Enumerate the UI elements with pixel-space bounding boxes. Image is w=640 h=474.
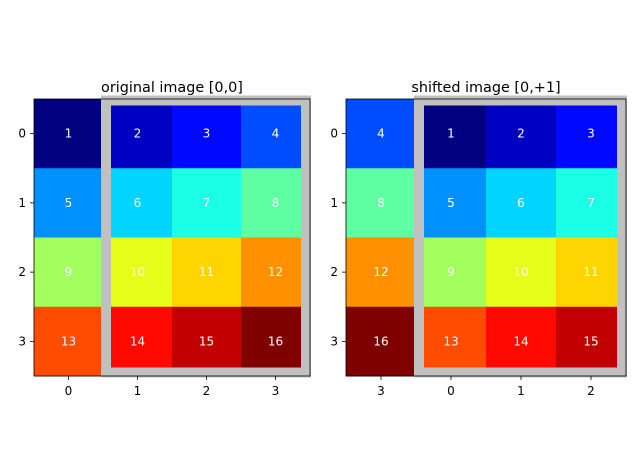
cell-value-label: 5 — [447, 196, 455, 210]
heatmap-cell — [172, 237, 242, 308]
x-tick-label: 1 — [134, 384, 142, 398]
cell-value-label: 8 — [272, 196, 280, 210]
x-tick-label: 0 — [447, 384, 455, 398]
heatmap-cell — [34, 99, 104, 169]
cell-value-label: 16 — [268, 334, 283, 348]
x-tick-label: 3 — [272, 384, 280, 398]
x-tick-label: 1 — [517, 384, 525, 398]
highlight-frame — [101, 95, 311, 378]
cell-value-label: 1 — [65, 127, 73, 141]
y-tick-label: 3 — [330, 334, 338, 348]
cell-value-label: 15 — [199, 334, 214, 348]
heatmap-cell — [416, 99, 487, 169]
cell-value-label: 9 — [65, 265, 73, 279]
heatmap-cell — [556, 99, 627, 169]
cell-value-label: 12 — [373, 265, 388, 279]
heatmap-cell — [172, 99, 242, 169]
cell-value-label: 2 — [134, 127, 142, 141]
heatmap-cell — [34, 306, 104, 377]
x-tick-label: 0 — [65, 384, 73, 398]
cell-value-label: 16 — [373, 334, 388, 348]
heatmap-cell — [486, 168, 557, 238]
heatmap-cell — [241, 306, 311, 377]
heatmap-cell — [241, 168, 311, 238]
y-tick-label: 3 — [18, 334, 26, 348]
x-tick-label: 3 — [377, 384, 385, 398]
heatmap-cell — [346, 99, 417, 169]
y-tick-label: 1 — [18, 196, 26, 210]
heatmap-cell — [172, 168, 242, 238]
y-tick-label: 0 — [18, 127, 26, 141]
cell-value-label: 5 — [65, 196, 73, 210]
heatmap-cell — [103, 237, 173, 308]
cell-value-label: 3 — [587, 127, 595, 141]
heatmap-cell — [416, 237, 487, 308]
heatmap-cell — [556, 168, 627, 238]
heatmap-cell — [486, 237, 557, 308]
heatmap-cell — [103, 168, 173, 238]
cell-value-label: 4 — [377, 127, 385, 141]
axes-frame — [33, 98, 311, 377]
heatmap-cell — [486, 306, 557, 377]
x-tick-label: 2 — [587, 384, 595, 398]
cell-value-label: 1 — [447, 127, 455, 141]
heatmap-cell — [346, 237, 417, 308]
cell-value-label: 4 — [272, 127, 280, 141]
cell-value-label: 13 — [443, 334, 458, 348]
heatmap-cell — [416, 168, 487, 238]
cell-value-label: 9 — [447, 265, 455, 279]
cell-value-label: 15 — [583, 334, 598, 348]
heatmap-cell — [416, 306, 487, 377]
cell-value-label: 14 — [513, 334, 528, 348]
axes-frame — [345, 98, 627, 377]
y-tick-label: 1 — [330, 196, 338, 210]
heatmap-cell — [172, 306, 242, 377]
cell-value-label: 11 — [199, 265, 214, 279]
cell-value-label: 6 — [134, 196, 142, 210]
x-tick-label: 2 — [203, 384, 211, 398]
heatmap-cell — [103, 306, 173, 377]
heatmap-cell — [241, 99, 311, 169]
y-tick-label: 2 — [330, 265, 338, 279]
y-tick-label: 0 — [330, 127, 338, 141]
cell-value-label: 7 — [587, 196, 595, 210]
heatmap-cell — [103, 99, 173, 169]
heatmap-cell — [241, 237, 311, 308]
highlight-frame — [414, 95, 627, 378]
panel-title: shifted image [0,+1] — [411, 80, 560, 96]
cell-value-label: 10 — [513, 265, 528, 279]
cell-value-label: 8 — [377, 196, 385, 210]
heatmap-cell — [486, 99, 557, 169]
heatmap-cell — [346, 306, 417, 377]
cell-value-label: 3 — [203, 127, 211, 141]
y-tick-label: 2 — [18, 265, 26, 279]
heatmap-cell — [34, 237, 104, 308]
panel-title: original image [0,0] — [101, 80, 243, 96]
cell-value-label: 13 — [61, 334, 76, 348]
heatmap-cell — [556, 306, 627, 377]
cell-value-label: 7 — [203, 196, 211, 210]
cell-value-label: 11 — [583, 265, 598, 279]
cell-value-label: 10 — [130, 265, 145, 279]
cell-value-label: 6 — [517, 196, 525, 210]
cell-value-label: 14 — [130, 334, 145, 348]
heatmap-cell — [556, 237, 627, 308]
cell-value-label: 12 — [268, 265, 283, 279]
heatmap-cell — [34, 168, 104, 238]
heatmap-cell — [346, 168, 417, 238]
cell-value-label: 2 — [517, 127, 525, 141]
